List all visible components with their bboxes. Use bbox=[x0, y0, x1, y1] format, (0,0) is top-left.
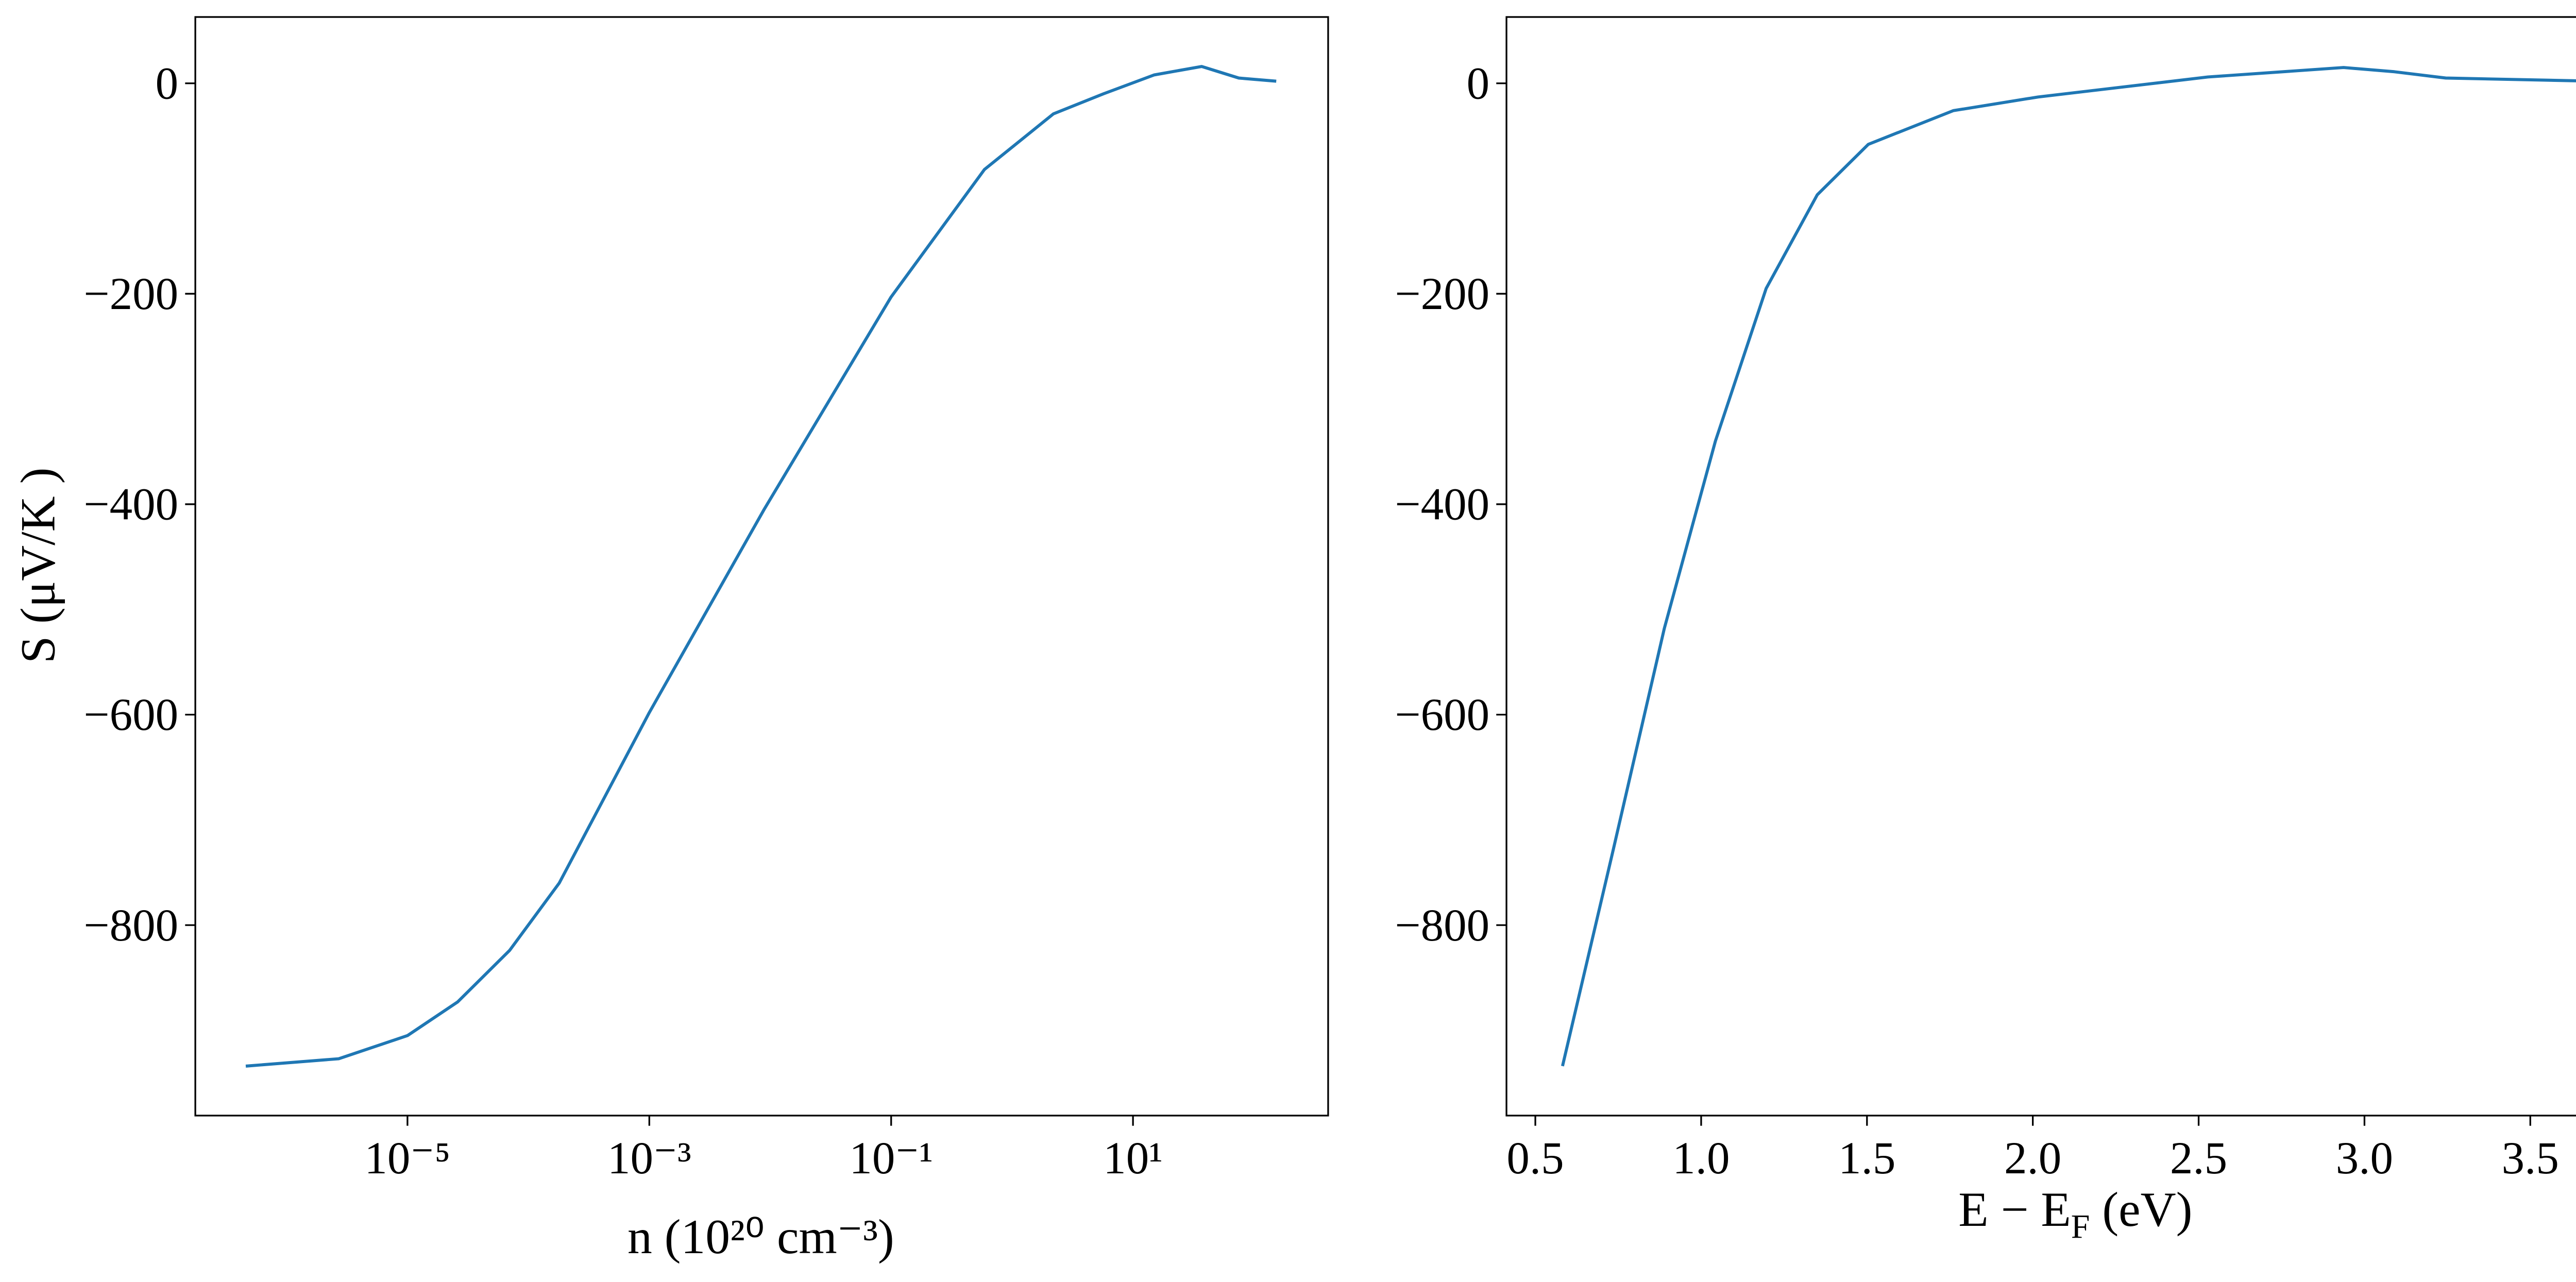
x-tick-label: 2.5 bbox=[2170, 1133, 2227, 1184]
x-tick-label: 10⁻³ bbox=[607, 1133, 691, 1184]
x-axis-label: E − EF (eV) bbox=[1958, 1182, 2192, 1245]
y-tick-label: 0 bbox=[1467, 58, 1490, 109]
line bbox=[245, 65, 1277, 1068]
y-tick-label: −800 bbox=[1395, 900, 1489, 951]
x-tick-label: 1.5 bbox=[1838, 1133, 1895, 1184]
y-tick-label: −200 bbox=[83, 269, 178, 319]
line bbox=[1561, 66, 2576, 1067]
x-tick-label: 3.5 bbox=[2502, 1133, 2559, 1184]
y-tick-label: −600 bbox=[1395, 690, 1489, 740]
x-tick-label: 2.0 bbox=[2004, 1133, 2061, 1184]
x-tick-label: 10⁻⁵ bbox=[364, 1133, 450, 1184]
y-tick-label: −200 bbox=[1395, 269, 1489, 319]
x-axis-label-part: E − E bbox=[1958, 1182, 2071, 1237]
x-tick-label: 10¹ bbox=[1103, 1133, 1163, 1184]
y-tick-label: −600 bbox=[83, 690, 178, 740]
plot-frame bbox=[1505, 16, 2576, 1117]
y-axis-label: S (μV/K ) bbox=[10, 468, 65, 664]
x-tick-label: 3.0 bbox=[2336, 1133, 2393, 1184]
y-tick-label: −800 bbox=[83, 900, 178, 951]
x-axis-label-part: (eV) bbox=[2090, 1182, 2192, 1237]
x-axis-label-part: n (10²⁰ cm⁻³) bbox=[628, 1209, 894, 1264]
y-tick-label: −400 bbox=[83, 480, 178, 530]
x-tick-label: 0.5 bbox=[1506, 1133, 1564, 1184]
x-tick-label: 10⁻¹ bbox=[849, 1133, 933, 1184]
x-tick-label: 1.0 bbox=[1672, 1133, 1730, 1184]
y-tick-label: 0 bbox=[156, 58, 179, 109]
y-tick-label: −400 bbox=[1395, 480, 1489, 530]
x-axis-label-subscript: F bbox=[2071, 1208, 2090, 1245]
x-axis-label: n (10²⁰ cm⁻³) bbox=[628, 1209, 894, 1264]
plot-frame bbox=[194, 16, 1329, 1117]
